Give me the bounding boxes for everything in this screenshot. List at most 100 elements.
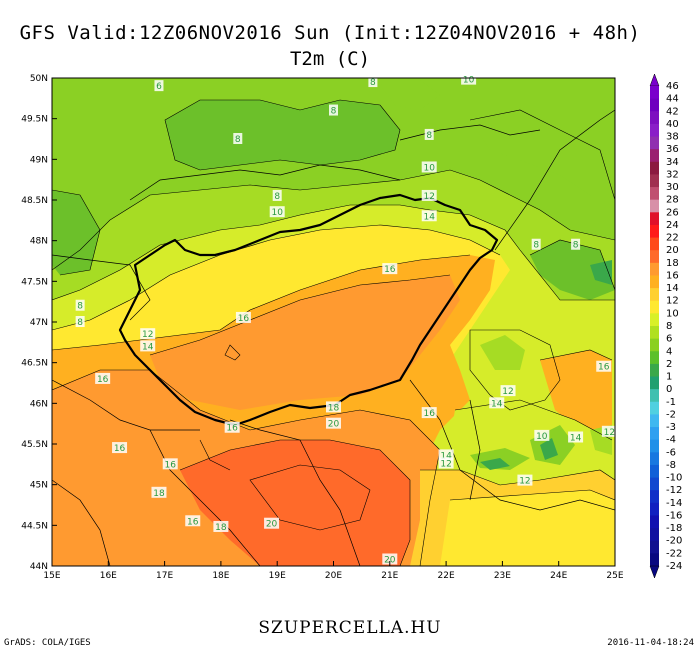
- colorbar-level-label: -2: [666, 409, 676, 420]
- colorbar-level-label: 4: [666, 346, 672, 357]
- colorbar-swatch: [650, 439, 659, 453]
- svg-text:18: 18: [328, 403, 340, 413]
- contour-label: 8: [272, 189, 282, 202]
- colorbar-swatch: [650, 174, 659, 188]
- x-tick-label: 22E: [438, 571, 455, 581]
- contour-label: 16: [185, 515, 201, 527]
- svg-text:8: 8: [77, 318, 83, 328]
- render-timestamp: 2016-11-04-18:24: [607, 638, 694, 648]
- colorbar-swatch: [650, 351, 659, 365]
- contour-label: 14: [438, 449, 454, 461]
- y-tick-label: 44N: [30, 562, 48, 572]
- colorbar-level-label: 34: [666, 157, 679, 168]
- colorbar-level-label: -24: [666, 561, 682, 572]
- x-tick-label: 16E: [100, 571, 117, 581]
- x-tick-label: 15E: [43, 571, 60, 581]
- y-tick-label: 47.5N: [21, 277, 48, 287]
- colorbar-swatch: [650, 464, 659, 479]
- colorbar-swatch: [650, 275, 659, 289]
- hungary-border: [118, 193, 499, 427]
- contour-label: 12: [601, 425, 617, 438]
- svg-text:12: 12: [423, 192, 434, 202]
- colorbar-swatch: [650, 326, 659, 340]
- colorbar-level-label: 44: [666, 94, 679, 105]
- svg-text:16: 16: [384, 265, 396, 275]
- colorbar-swatch: [650, 376, 659, 390]
- temperature-fill: [52, 78, 615, 566]
- contour-label: 16: [224, 421, 240, 434]
- x-tick-label: 21E: [381, 571, 398, 581]
- colorbar-level-label: -4: [666, 435, 676, 446]
- colorbar-level-label: 38: [666, 132, 679, 143]
- svg-text:12: 12: [519, 477, 530, 487]
- contour-label: 8: [329, 104, 338, 117]
- y-tick-label: 44.5N: [21, 521, 48, 531]
- colorbar-swatch: [650, 490, 659, 504]
- svg-text:8: 8: [274, 192, 280, 202]
- colorbar-swatch: [650, 149, 659, 163]
- colorbar-swatch: [650, 553, 659, 567]
- colorbar-swatch: [650, 111, 659, 125]
- svg-text:12: 12: [440, 460, 451, 470]
- y-tick-label: 48N: [30, 237, 48, 247]
- svg-text:8: 8: [331, 107, 337, 117]
- colorbar-level-label: 24: [666, 220, 679, 231]
- colorbar-swatch: [650, 224, 659, 239]
- svg-text:12: 12: [604, 428, 615, 438]
- colorbar-swatch: [650, 123, 659, 138]
- colorbar-swatch: [650, 288, 659, 302]
- colorbar-level-label: -10: [666, 473, 682, 484]
- y-tick-label: 50N: [30, 74, 48, 84]
- x-tick-label: 19E: [269, 571, 286, 581]
- colorbar-level-label: 8: [666, 321, 672, 332]
- colorbar-swatch: [650, 187, 659, 201]
- svg-text:14: 14: [440, 451, 452, 461]
- colorbar-level-label: 22: [666, 233, 679, 244]
- colorbar-swatch: [650, 528, 659, 542]
- contour-label: 14: [421, 210, 437, 222]
- contour-label: 10: [461, 73, 477, 86]
- contour-label: 16: [235, 311, 251, 324]
- colorbar-level-label: 30: [666, 182, 679, 193]
- svg-text:20: 20: [266, 520, 278, 530]
- contour-label: 18: [326, 401, 341, 413]
- colorbar-level-label: 26: [666, 207, 679, 218]
- y-tick-label: 48.5N: [21, 196, 48, 206]
- colorbar-swatch: [650, 199, 659, 213]
- svg-text:18: 18: [153, 489, 165, 499]
- colorbar-swatch: [650, 98, 659, 112]
- colorbar-swatch: [650, 452, 659, 466]
- colorbar-max-arrow: [649, 73, 660, 87]
- colorbar-swatch: [650, 237, 659, 251]
- colorbar-level-label: 40: [666, 119, 679, 130]
- y-tick-label: 49N: [30, 155, 48, 165]
- colorbar-swatch: [650, 389, 659, 403]
- colorbar-level-label: 42: [666, 106, 679, 117]
- contour-label: 12: [140, 328, 156, 340]
- colorbar-level-label: -20: [666, 536, 682, 547]
- contour-label: 10: [421, 161, 437, 173]
- colorbar-swatch: [650, 401, 659, 415]
- contour-label: 16: [112, 442, 128, 454]
- svg-text:8: 8: [235, 135, 241, 145]
- contour-label: 16: [162, 458, 178, 470]
- svg-text:20: 20: [328, 420, 340, 430]
- colorbar-level-label: -16: [666, 510, 682, 521]
- contour-label: 20: [382, 553, 398, 565]
- colorbar-level-label: -8: [666, 460, 676, 471]
- colorbar-level-label: -3: [666, 422, 676, 433]
- contour-label: 10: [534, 429, 550, 442]
- svg-text:14: 14: [423, 212, 435, 222]
- colorbar-level-label: -12: [666, 485, 682, 496]
- svg-text:16: 16: [598, 363, 610, 373]
- contour-label: 8: [531, 238, 541, 251]
- colorbar-level-label: 46: [666, 81, 679, 92]
- colorbar-swatch: [650, 212, 659, 226]
- variable-subtitle: T2m (C): [289, 48, 371, 70]
- country-borders: [52, 109, 615, 566]
- colorbar-swatch: [650, 161, 659, 175]
- colorbar-level-label: -1: [666, 397, 676, 408]
- colorbar-level-label: 6: [666, 334, 672, 345]
